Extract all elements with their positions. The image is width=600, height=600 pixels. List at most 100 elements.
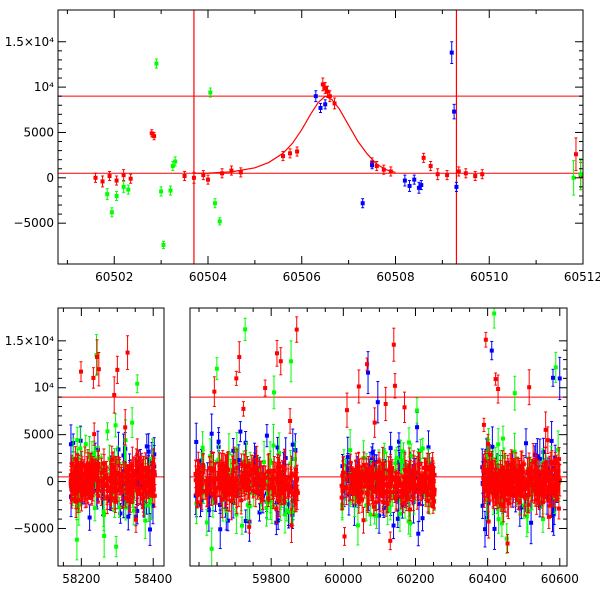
data-point — [264, 424, 269, 448]
data-point-marker — [93, 175, 98, 180]
data-point-marker — [220, 497, 225, 502]
data-point — [237, 341, 242, 373]
data-point — [88, 474, 93, 497]
data-point-marker — [556, 447, 561, 452]
data-point-marker — [92, 473, 97, 478]
data-point-marker — [73, 491, 78, 496]
data-point-marker — [375, 400, 380, 405]
data-point — [173, 156, 178, 167]
data-point — [238, 167, 243, 178]
data-point — [327, 90, 332, 103]
data-point-marker — [571, 175, 576, 180]
data-point — [69, 469, 74, 504]
data-point — [217, 217, 222, 226]
data-point-marker — [537, 456, 542, 461]
data-point-marker — [473, 174, 478, 179]
data-point-marker — [452, 109, 457, 114]
data-point-marker — [553, 365, 558, 370]
data-point-marker — [151, 462, 156, 467]
data-series — [193, 316, 562, 554]
data-point-marker — [236, 458, 241, 463]
data-point-marker — [374, 513, 379, 518]
data-point-marker — [238, 429, 243, 434]
data-point — [375, 380, 380, 424]
data-point-marker — [382, 450, 387, 455]
data-point-marker — [501, 436, 506, 441]
data-point — [107, 170, 112, 182]
data-point-marker — [74, 505, 79, 510]
data-point-marker — [133, 473, 138, 478]
data-point-marker — [101, 480, 106, 485]
data-series — [105, 58, 583, 250]
data-point-marker — [325, 89, 330, 94]
data-point-marker — [96, 487, 101, 492]
data-point-marker — [143, 465, 148, 470]
data-point-marker — [121, 497, 126, 502]
data-point-marker — [143, 518, 148, 523]
data-point-marker — [148, 484, 153, 489]
data-point-marker — [135, 452, 140, 457]
data-point-marker — [416, 502, 421, 507]
data-point — [394, 446, 399, 470]
data-point-marker — [396, 439, 401, 444]
data-point — [557, 356, 562, 401]
data-point-marker — [496, 442, 501, 447]
data-point-marker — [370, 163, 375, 168]
data-point — [154, 58, 159, 69]
data-point — [201, 170, 206, 181]
data-series — [313, 41, 459, 209]
data-point-marker — [76, 498, 81, 503]
data-point — [126, 184, 131, 195]
data-point-marker — [348, 448, 353, 453]
data-point-marker — [73, 457, 78, 462]
data-point-marker — [101, 461, 106, 466]
data-point-marker — [366, 370, 371, 375]
data-point-marker — [483, 463, 488, 468]
data-point-marker — [141, 468, 146, 473]
data-point-marker — [81, 484, 86, 489]
data-point — [243, 317, 248, 341]
data-point-marker — [129, 466, 134, 471]
data-point-marker — [485, 453, 490, 458]
data-point — [289, 340, 294, 383]
data-point — [553, 351, 558, 383]
data-point — [247, 520, 252, 534]
data-point-marker — [239, 523, 244, 528]
data-point — [289, 469, 294, 482]
data-point — [127, 490, 132, 513]
data-point-marker — [244, 461, 249, 466]
data-point-marker — [276, 518, 281, 523]
data-point — [381, 164, 386, 175]
data-point-marker — [161, 242, 166, 247]
data-point — [419, 180, 424, 191]
data-point-marker — [213, 476, 218, 481]
data-point — [92, 459, 97, 492]
data-point-marker — [68, 442, 73, 447]
data-point-marker — [95, 354, 100, 359]
data-point-marker — [105, 482, 110, 487]
data-point-marker — [126, 485, 131, 490]
data-point-marker — [72, 486, 77, 491]
data-series — [68, 335, 157, 533]
data-point-marker — [74, 537, 79, 542]
data-point-marker — [388, 169, 393, 174]
data-point-marker — [416, 531, 421, 536]
data-point-marker — [117, 472, 122, 477]
data-point-marker — [238, 481, 243, 486]
data-point-marker — [117, 505, 122, 510]
data-point-marker — [120, 489, 125, 494]
data-point-marker — [519, 505, 524, 510]
data-point-marker — [98, 476, 103, 481]
data-point-marker — [145, 466, 150, 471]
data-point — [388, 166, 393, 177]
data-point — [214, 357, 219, 381]
data-point-marker — [182, 174, 187, 179]
data-point-marker — [227, 481, 232, 486]
data-point — [125, 335, 130, 370]
data-point — [75, 461, 80, 501]
data-point-marker — [114, 487, 119, 492]
data-point-marker — [247, 486, 252, 491]
data-point-marker — [101, 513, 106, 518]
data-point — [114, 536, 119, 558]
data-point — [288, 148, 293, 159]
